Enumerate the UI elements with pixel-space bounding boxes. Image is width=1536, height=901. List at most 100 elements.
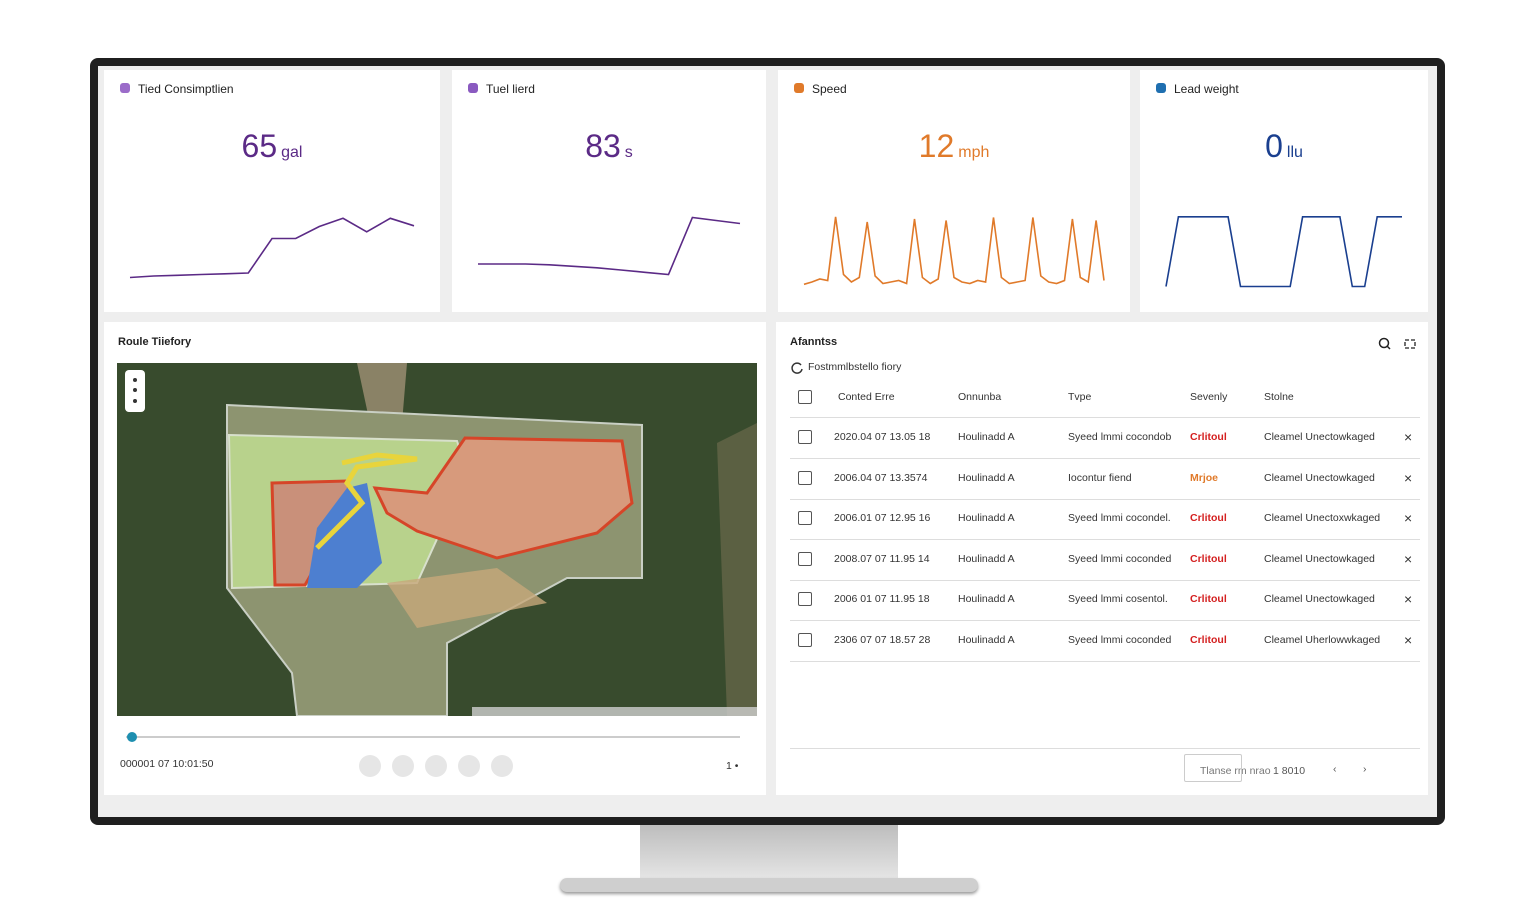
trend-line [478, 216, 741, 276]
dismiss-button[interactable]: × [1404, 591, 1413, 607]
next-page[interactable]: › [1363, 763, 1367, 775]
kpi-unit: s [624, 144, 633, 161]
kpi-card: Lead weight 0 llu [1140, 70, 1428, 312]
alerts-panel: Afanntss Fostmmlbstello fiory Tlanse rm … [776, 322, 1428, 795]
divider [790, 458, 1420, 459]
kpi-icon [1156, 83, 1166, 93]
trend-line [1165, 216, 1402, 288]
panel-icons[interactable] [1378, 336, 1418, 352]
cell-unit: Houlinadd A [958, 593, 1015, 605]
column-header: Stolne [1264, 391, 1294, 403]
checkbox [798, 390, 812, 404]
cell-unit: Houlinadd A [958, 512, 1015, 524]
checkbox [798, 551, 812, 566]
timestamp: 000001 07 10:01:50 [120, 758, 214, 770]
dismiss-button[interactable]: × [1404, 550, 1413, 567]
sparkline [803, 216, 1105, 286]
kpi-value: 0 [1265, 128, 1283, 164]
kpi-value-row: 65 gal [104, 128, 440, 165]
timeline-track[interactable] [126, 736, 740, 738]
kpi-card: Tied Consimptlien 65 gal [104, 70, 440, 312]
map[interactable] [117, 363, 757, 716]
kpi-unit: mph [958, 144, 990, 161]
kpi-value-row: 12 mph [778, 128, 1130, 165]
control-button[interactable] [491, 755, 513, 777]
refresh-icon[interactable] [790, 361, 804, 375]
panel-title: Afanntss [790, 336, 838, 348]
column-header: Tvpe [1068, 391, 1092, 403]
rows-per-page: Tlanse rm nrao [1200, 765, 1271, 777]
cell-severity: Crlitoul [1190, 633, 1227, 646]
cell-status: Cleamel Unectowkaged [1264, 593, 1375, 605]
kpi-icon [794, 83, 804, 93]
control-button[interactable] [425, 755, 447, 777]
sparkline [1165, 216, 1402, 288]
cell-severity: Crlitoul [1190, 593, 1227, 605]
cell-status: Cleamel Uherlowwkaged [1264, 633, 1381, 646]
cell-severity: Crlitoul [1190, 512, 1227, 524]
divider [790, 579, 1420, 581]
checkbox [798, 511, 812, 525]
cell-unit: Houlinadd A [958, 471, 1015, 484]
monitor-neck [640, 825, 898, 880]
dismiss-button[interactable]: × [1404, 510, 1413, 526]
timeline-handle[interactable] [127, 732, 137, 742]
kpi-value: 65 [241, 128, 278, 164]
divider [790, 417, 1420, 418]
route-panel: Roule Tiiefory 000001 07 10:01:50 1 • [104, 322, 766, 795]
kpi-value-row: 0 llu [1140, 128, 1428, 165]
cell-status: Cleamel Unectoxwkaged [1264, 512, 1381, 524]
cell-time: 2006.01 07 12.95 16 [834, 512, 931, 524]
kpi-icon [120, 83, 130, 93]
cell-time: 2020.04 07 13.05 18 [834, 431, 931, 443]
kpi-title: Lead weight [1174, 82, 1239, 96]
control-button[interactable] [392, 755, 414, 777]
page-size-select[interactable] [1184, 754, 1242, 782]
dismiss-button[interactable]: × [1404, 429, 1413, 445]
control-button[interactable] [458, 755, 480, 777]
trend-line [803, 216, 1105, 286]
divider [790, 620, 1420, 621]
kpi-title: Speed [812, 82, 847, 96]
cell-severity: Crlitoul [1190, 552, 1227, 565]
kpi-unit: llu [1286, 144, 1303, 161]
kpi-value-row: 83 s [452, 128, 766, 165]
panel-title: Roule Tiiefory [118, 336, 192, 348]
dismiss-button[interactable]: × [1404, 469, 1413, 486]
kpi-value: 12 [918, 128, 955, 164]
cell-time: 2306 07 07 18.57 28 [834, 633, 931, 646]
kpi-title: Tuel lierd [486, 82, 535, 96]
cell-unit: Houlinadd A [958, 431, 1015, 443]
kpi-unit: gal [281, 144, 303, 161]
cell-unit: Houlinadd A [958, 633, 1015, 646]
cell-status: Cleamel Unectowkaged [1264, 431, 1375, 443]
page-info: 1 8010 [1273, 765, 1306, 777]
divider [790, 660, 1420, 662]
prev-page[interactable]: ‹ [1333, 763, 1337, 775]
cell-type: Iocontur fiend [1068, 471, 1132, 484]
kpi-icon [468, 83, 478, 93]
control-button[interactable] [359, 755, 381, 777]
dismiss-button[interactable]: × [1404, 631, 1413, 648]
cell-severity: Mrjoe [1190, 471, 1219, 484]
checkbox [798, 592, 812, 606]
cell-status: Cleamel Unectowkaged [1264, 552, 1375, 565]
cell-type: Syeed lmmi cocondel. [1068, 512, 1171, 524]
cell-unit: Houlinadd A [958, 552, 1015, 565]
monitor-base [560, 878, 978, 892]
divider [790, 539, 1420, 540]
cell-severity: Crlitoul [1190, 431, 1227, 443]
sparkline [129, 217, 415, 279]
kpi-title: Tied Consimptlien [138, 82, 234, 96]
checkbox [798, 430, 812, 444]
kpi-card: Tuel lierd 83 s [452, 70, 766, 312]
cell-time: 2008.07 07 11.95 14 [834, 552, 930, 565]
playback-speed[interactable]: 1 • [726, 760, 739, 772]
column-header: Onnunba [958, 391, 1002, 403]
cell-type: Syeed lmmi coconded [1068, 633, 1172, 646]
column-header: Conted Erre [838, 391, 895, 403]
filter-text[interactable]: Fostmmlbstello fiory [808, 361, 902, 373]
cell-status: Cleamel Unectowkaged [1264, 471, 1375, 484]
column-header: Sevenly [1190, 391, 1228, 403]
